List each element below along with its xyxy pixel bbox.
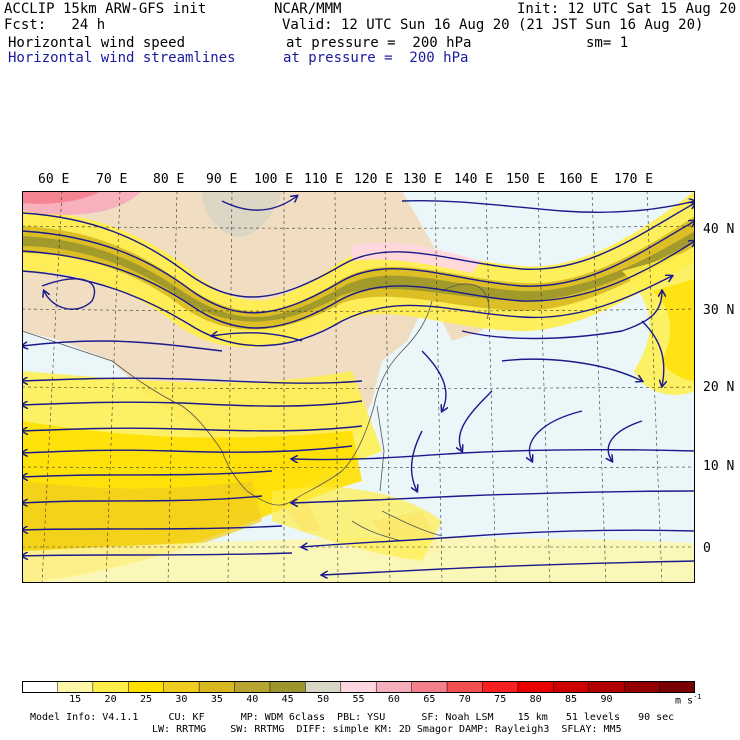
colorbar-label: 70 xyxy=(458,694,471,705)
lon-label: 150 E xyxy=(506,172,546,187)
colorbar-label: 60 xyxy=(387,694,400,705)
coastlines xyxy=(22,283,490,542)
colorbar-label: 15 xyxy=(69,694,82,705)
lon-label: 130 E xyxy=(403,172,443,187)
colorbar-swatch xyxy=(92,681,130,693)
lon-label: 170 E xyxy=(614,172,654,187)
colorbar-swatch xyxy=(375,681,413,693)
wind-streamlines xyxy=(22,196,695,575)
lat-label: 0 xyxy=(703,541,711,556)
lon-label: 120 E xyxy=(354,172,394,187)
lat-lon-grid xyxy=(22,191,695,583)
colorbar-label: 55 xyxy=(352,694,365,705)
model-info-line1: Model Info: V4.1.1 CU: KF MP: WDM 6class… xyxy=(30,712,675,723)
colorbar-label: 85 xyxy=(565,694,578,705)
init-time: Init: 12 UTC Sat 15 Aug 20 xyxy=(517,1,737,17)
colorbar-swatch xyxy=(305,681,342,693)
smoothing-label: sm= 1 xyxy=(586,35,629,51)
lat-label: 10 N xyxy=(703,459,735,474)
colorbar-swatch xyxy=(411,681,448,693)
colorbar-swatch xyxy=(446,681,484,693)
colorbar-label: 90 xyxy=(600,694,613,705)
valid-time: Valid: 12 UTC Sun 16 Aug 20 (21 JST Sun … xyxy=(282,17,704,33)
colorbar-label: 45 xyxy=(281,694,294,705)
lat-label: 20 N xyxy=(703,380,735,395)
forecast-hour: Fcst: 24 h xyxy=(4,17,106,33)
colorbar-swatch xyxy=(482,681,519,693)
colorbar-swatch xyxy=(198,681,236,693)
colorbar-label: 35 xyxy=(210,694,223,705)
colorbar-label: 30 xyxy=(175,694,188,705)
colorbar-swatch xyxy=(128,681,165,693)
org-label: NCAR/MMM xyxy=(274,1,342,17)
colorbar-swatch xyxy=(57,681,94,693)
lon-label: 60 E xyxy=(38,172,70,187)
map-frame xyxy=(22,191,695,583)
colorbar-swatch xyxy=(269,681,307,693)
colorbar-label: 20 xyxy=(104,694,117,705)
colorbar-label: 40 xyxy=(246,694,259,705)
field1-name: Horizontal wind speed xyxy=(8,35,186,51)
colorbar-swatch xyxy=(659,681,695,693)
lon-label: 160 E xyxy=(559,172,599,187)
colorbar-swatch xyxy=(163,681,200,693)
colorbar-label: 80 xyxy=(529,694,542,705)
field2-name: Horizontal wind streamlines xyxy=(8,50,236,66)
model-title: ACCLIP 15km ARW-GFS init xyxy=(4,1,207,17)
colorbar-swatch xyxy=(234,681,271,693)
model-info-line2: LW: RRTMG SW: RRTMG DIFF: simple KM: 2D … xyxy=(152,724,622,735)
colorbar-swatch xyxy=(517,681,555,693)
lon-label: 100 E xyxy=(254,172,294,187)
lon-label: 90 E xyxy=(206,172,238,187)
lat-label: 40 N xyxy=(703,222,735,237)
lat-label: 30 N xyxy=(703,303,735,318)
wind-speed-map xyxy=(22,191,695,583)
wind-speed-colorbar xyxy=(22,681,695,693)
colorbar-swatch xyxy=(588,681,625,693)
colorbar-label: 25 xyxy=(139,694,153,705)
lon-label: 70 E xyxy=(96,172,128,187)
colorbar-label: 50 xyxy=(317,694,330,705)
colorbar-swatch xyxy=(553,681,590,693)
colorbar-swatch xyxy=(623,681,661,693)
colorbar-label: 65 xyxy=(423,694,436,705)
field1-level: at pressure = 200 hPa xyxy=(286,35,472,51)
lon-label: 80 E xyxy=(153,172,185,187)
colorbar-swatch xyxy=(340,681,377,693)
lon-label: 110 E xyxy=(304,172,344,187)
colorbar-swatch xyxy=(22,681,59,693)
lon-label: 140 E xyxy=(454,172,494,187)
field2-level: at pressure = 200 hPa xyxy=(283,50,469,66)
colorbar-label: 75 xyxy=(494,694,507,705)
colorbar-unit: m s-1 xyxy=(675,693,702,707)
tropical-jet-shading xyxy=(22,371,695,583)
